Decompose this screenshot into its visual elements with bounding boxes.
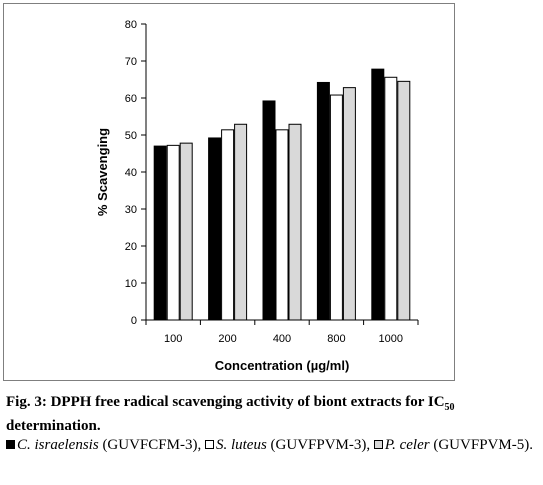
y-tick-label: 30 xyxy=(125,204,137,216)
legend-code-1: (GUVFCFM-3), xyxy=(98,437,202,453)
x-tick-label: 800 xyxy=(327,333,345,345)
bar-series-2 xyxy=(275,129,289,321)
legend-species-2: S. luteus xyxy=(215,437,267,453)
legend: C. israelensis (GUVFCFM-3), S. luteus (G… xyxy=(6,436,536,454)
ic-subscript: 50 xyxy=(444,402,455,413)
y-tick-label: 80 xyxy=(125,19,137,31)
y-tick-label: 0 xyxy=(131,315,137,327)
figure-title-end: determination. xyxy=(6,418,101,434)
legend-code-3: (GUVFPVM-5). xyxy=(429,437,533,453)
legend-code-2: (GUVFPVM-3), xyxy=(266,437,371,453)
y-tick-label: 40 xyxy=(125,167,137,179)
bar-chart: 0 10 20 30 40 50 60 70 80 100 200 400 800 1000 Concent… xyxy=(95,19,419,373)
y-tick-label: 50 xyxy=(125,130,137,142)
legend-swatch-1 xyxy=(6,440,15,449)
x-tick-label: 200 xyxy=(218,333,236,345)
legend-species-1: C. israelensis xyxy=(17,437,99,453)
x-tick-label: 1000 xyxy=(379,333,403,345)
x-tick-label: 400 xyxy=(273,333,291,345)
figure-title: Fig. 3: DPPH free radical scavenging act… xyxy=(6,393,536,435)
y-tick-label: 20 xyxy=(125,241,137,253)
legend-swatch-2 xyxy=(204,440,214,449)
bar-series-3 xyxy=(179,142,193,321)
bar-series-3 xyxy=(342,87,356,321)
y-axis-title: % Scavenging xyxy=(95,128,110,216)
bar-series-1 xyxy=(262,100,276,321)
figure-caption: Fig. 3: DPPH free radical scavenging act… xyxy=(6,393,536,454)
bar-series-3 xyxy=(397,80,411,321)
bar-series-2 xyxy=(221,129,235,321)
bar-series-1 xyxy=(371,68,385,321)
bar-series-1 xyxy=(153,145,167,321)
bar-series-1 xyxy=(316,81,330,321)
y-tick-label: 60 xyxy=(125,93,137,105)
y-tick-label: 70 xyxy=(125,56,137,68)
figure-title-text: Fig. 3: DPPH free radical scavenging act… xyxy=(6,394,445,410)
bar-series-2 xyxy=(384,76,398,321)
x-axis-title: Concentration (µg/ml) xyxy=(215,358,350,373)
bar-series-2 xyxy=(329,94,343,321)
x-tick-label: 100 xyxy=(164,333,182,345)
legend-swatch-3 xyxy=(373,440,383,449)
bar-series-3 xyxy=(288,123,302,321)
bar-series-3 xyxy=(234,123,248,321)
y-tick-label: 10 xyxy=(125,278,137,290)
bar-series-2 xyxy=(166,144,180,321)
legend-species-3: P. celer xyxy=(384,437,430,453)
bar-series-1 xyxy=(208,137,222,321)
